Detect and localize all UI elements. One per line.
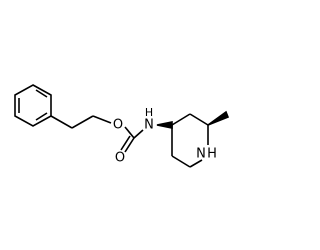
bond bbox=[171, 155, 191, 168]
molecule: O O N H N H bbox=[14, 84, 230, 168]
atom-label: H bbox=[145, 106, 153, 119]
atom-label: N bbox=[196, 147, 206, 162]
bond bbox=[71, 115, 94, 129]
bond bbox=[50, 115, 73, 129]
atom-label: O bbox=[113, 118, 123, 133]
atom-label: O bbox=[115, 151, 125, 166]
double-bond bbox=[120, 135, 131, 151]
double-bond bbox=[35, 89, 48, 98]
bonds bbox=[14, 84, 230, 168]
wedge-bond bbox=[156, 121, 173, 129]
double-bond bbox=[35, 112, 48, 121]
bond bbox=[189, 113, 209, 126]
bond bbox=[124, 137, 135, 153]
wedge-bond bbox=[207, 110, 230, 126]
bond bbox=[124, 126, 135, 139]
bond bbox=[171, 113, 191, 126]
bond bbox=[189, 159, 203, 168]
benzene-ring bbox=[14, 84, 52, 127]
bond bbox=[92, 115, 112, 124]
atom-label: N bbox=[144, 118, 154, 133]
bond bbox=[133, 129, 144, 139]
atom-label: H bbox=[207, 147, 217, 162]
